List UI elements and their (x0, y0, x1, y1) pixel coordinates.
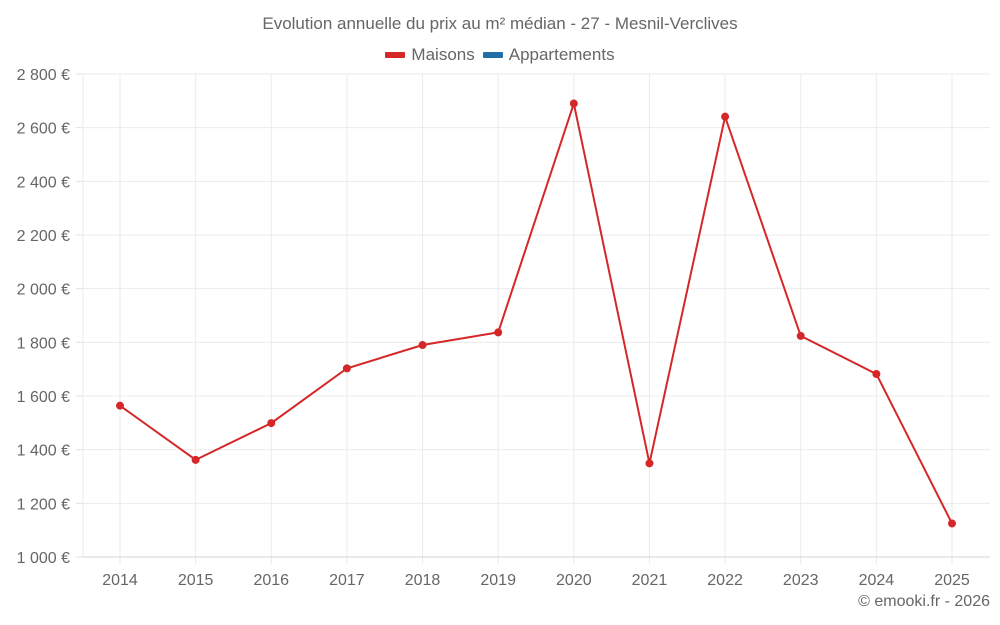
xtick-label: 2023 (783, 572, 819, 589)
legend: Maisons Appartements (0, 45, 1000, 65)
data-point[interactable] (267, 419, 276, 428)
xtick-label: 2017 (329, 572, 365, 589)
grid (76, 73, 990, 564)
ytick-label: 1 200 € (17, 496, 70, 513)
data-point[interactable] (645, 459, 654, 468)
legend-label-appartements: Appartements (508, 45, 615, 64)
series-line-maisons (119, 99, 953, 524)
series-maisons (116, 99, 956, 528)
legend-item-maisons[interactable]: Maisons (385, 45, 475, 65)
xtick-label: 2016 (253, 572, 289, 589)
xtick-label: 2020 (556, 572, 592, 589)
xtick-label: 2015 (178, 572, 214, 589)
data-point[interactable] (191, 455, 200, 464)
ytick-label: 1 600 € (17, 389, 70, 406)
x-axis: 2014 2015 2016 2017 2018 2019 2020 2021 2022 2023… (102, 572, 970, 589)
xtick-label: 2018 (405, 572, 441, 589)
ytick-label: 1 800 € (17, 335, 70, 352)
data-point[interactable] (569, 99, 578, 108)
xtick-label: 2024 (859, 572, 895, 589)
ytick-label: 2 200 € (17, 228, 70, 245)
xtick-label: 2022 (707, 572, 743, 589)
ytick-label: 1 000 € (17, 550, 70, 567)
y-axis: 1 000 € 1 200 € 1 400 € 1 600 € 1 800 € 2 000… (17, 67, 70, 567)
data-point[interactable] (116, 401, 124, 410)
legend-swatch-appartements (482, 52, 503, 58)
data-point[interactable] (796, 331, 805, 340)
legend-label-maisons: Maisons (411, 45, 475, 64)
data-point[interactable] (872, 369, 881, 378)
xtick-label: 2014 (102, 572, 138, 589)
ytick-label: 2 000 € (17, 282, 70, 299)
xtick-label: 2025 (934, 572, 970, 589)
xtick-label: 2019 (480, 572, 516, 589)
chart-title: Evolution annuelle du prix au m² médian … (262, 14, 738, 33)
data-point[interactable] (494, 328, 503, 337)
ytick-label: 2 800 € (17, 67, 70, 84)
data-point[interactable] (948, 519, 956, 528)
ytick-label: 2 400 € (17, 174, 70, 191)
xtick-label: 2021 (632, 572, 668, 589)
legend-item-appartements[interactable]: Appartements (482, 45, 615, 65)
ytick-label: 2 600 € (17, 121, 70, 138)
credit: © emooki.fr - 2026 (858, 593, 990, 610)
legend-swatch-maisons (385, 52, 406, 58)
data-point[interactable] (342, 364, 351, 373)
ytick-label: 1 400 € (17, 443, 70, 460)
data-point[interactable] (721, 112, 730, 121)
data-point[interactable] (418, 341, 427, 350)
